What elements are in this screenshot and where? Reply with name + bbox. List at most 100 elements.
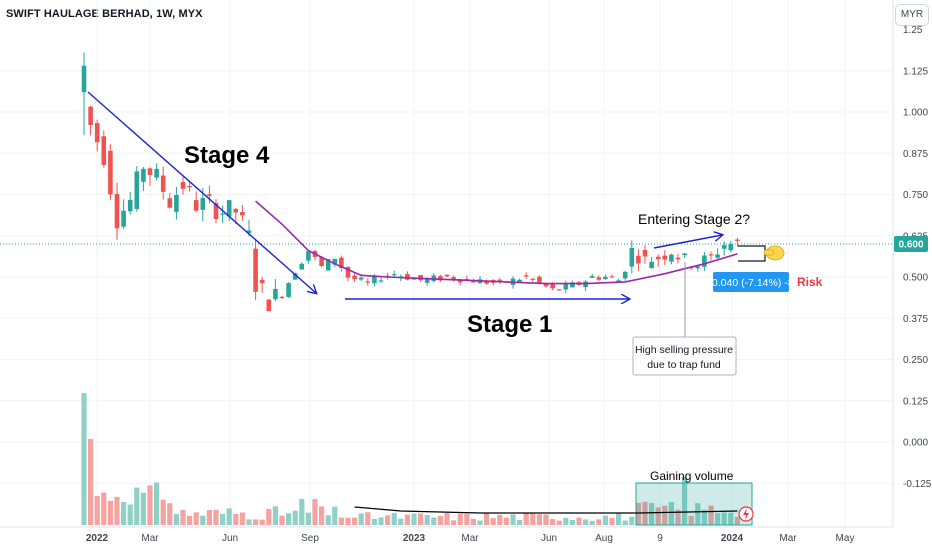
volume-bar — [378, 517, 384, 525]
candle — [160, 166, 166, 200]
candle — [589, 273, 595, 279]
x-tick-label: Mar — [461, 533, 479, 544]
volume-bar — [305, 512, 311, 525]
candle-body — [563, 283, 569, 290]
x-tick-label: Jun — [222, 533, 238, 544]
volume-bar — [728, 512, 734, 525]
high-selling-line1: High selling pressure — [635, 344, 733, 356]
volume-bar — [292, 510, 298, 525]
x-tick-label: May — [836, 533, 855, 544]
volume-bar — [352, 517, 358, 525]
y-tick-label: 1.125 — [903, 66, 928, 77]
candle-body — [213, 203, 219, 220]
candle-body — [306, 251, 311, 261]
candle — [101, 130, 107, 168]
candle-body — [570, 282, 575, 288]
volume-bar — [147, 485, 153, 525]
lightning-icon — [738, 506, 754, 522]
volume-bar — [332, 506, 338, 525]
y-tick-label: 0.375 — [903, 314, 928, 325]
annotations: Stage 4 Stage 1 Entering Stage 2? High sell… — [184, 142, 928, 483]
candle-body — [226, 200, 232, 217]
candle-body — [94, 123, 100, 143]
volume-bar — [451, 520, 457, 525]
volume-bar — [457, 513, 463, 525]
candle-body — [319, 257, 324, 266]
stage2-arrow — [653, 235, 722, 249]
volume-bar — [101, 492, 107, 525]
volume-bar — [154, 482, 160, 525]
candle — [266, 298, 272, 312]
candle — [583, 280, 588, 292]
candle — [728, 240, 734, 253]
volume-bar — [596, 519, 602, 525]
currency-button[interactable]: MYR — [895, 4, 929, 26]
candle-body — [556, 289, 562, 291]
volume-bar — [497, 514, 503, 525]
candle — [127, 191, 133, 215]
candle — [721, 241, 727, 256]
volume-bar — [543, 514, 549, 525]
volume-bar — [411, 513, 417, 525]
candle-body — [603, 276, 608, 280]
volume-bar — [134, 487, 140, 525]
candle-body — [365, 281, 371, 283]
candle-body — [735, 239, 740, 241]
volume-bar — [695, 503, 701, 525]
candle — [715, 248, 720, 260]
volume-bar — [576, 517, 582, 525]
candle-body — [101, 136, 107, 165]
volume-bar — [503, 517, 509, 525]
volume-bar — [233, 513, 239, 525]
candle-body — [372, 276, 377, 284]
candle — [649, 256, 654, 269]
volume-bar — [398, 518, 404, 525]
volume-bar — [629, 516, 635, 525]
volume-bar — [226, 508, 232, 525]
candle — [523, 272, 529, 279]
candle — [609, 274, 615, 278]
volume-bar — [616, 513, 622, 525]
volume-bar — [477, 520, 483, 525]
candle — [385, 272, 390, 280]
candle — [220, 205, 225, 224]
volume-bar — [563, 517, 569, 525]
volume-bar — [200, 515, 206, 525]
candle — [735, 237, 740, 247]
candle — [556, 288, 562, 291]
candle — [438, 274, 443, 283]
volume-bar — [160, 499, 166, 525]
candle-body — [339, 257, 344, 269]
y-tick-label: 1.25 — [903, 25, 923, 36]
volume-trend-line — [354, 506, 738, 514]
y-tick-label: 0.750 — [903, 190, 928, 201]
current-price-tag: 0.600 — [894, 236, 928, 252]
volume-bar — [338, 517, 344, 525]
candle — [114, 182, 120, 240]
candle — [339, 255, 344, 272]
volume-bar — [239, 512, 245, 525]
x-tick-label: 2024 — [721, 533, 744, 544]
candle-body — [444, 274, 450, 277]
candle — [352, 272, 357, 282]
volume-bar — [187, 515, 193, 525]
volume-bar — [550, 519, 556, 525]
volume-bar — [319, 506, 325, 525]
candle-body — [273, 288, 278, 300]
candle — [94, 119, 100, 152]
candles — [81, 52, 740, 312]
candle-body — [424, 278, 430, 283]
candle — [108, 144, 113, 201]
candle-body — [154, 168, 159, 178]
candle-body — [669, 254, 674, 262]
candle-body — [253, 248, 258, 292]
candle-body — [279, 296, 285, 299]
candle — [240, 205, 245, 221]
volume-bar — [662, 505, 668, 525]
candle — [167, 192, 173, 209]
volume-bar — [424, 515, 430, 525]
volume-bar — [490, 518, 496, 525]
volume-bar — [609, 517, 615, 525]
volume-bar — [675, 509, 681, 525]
